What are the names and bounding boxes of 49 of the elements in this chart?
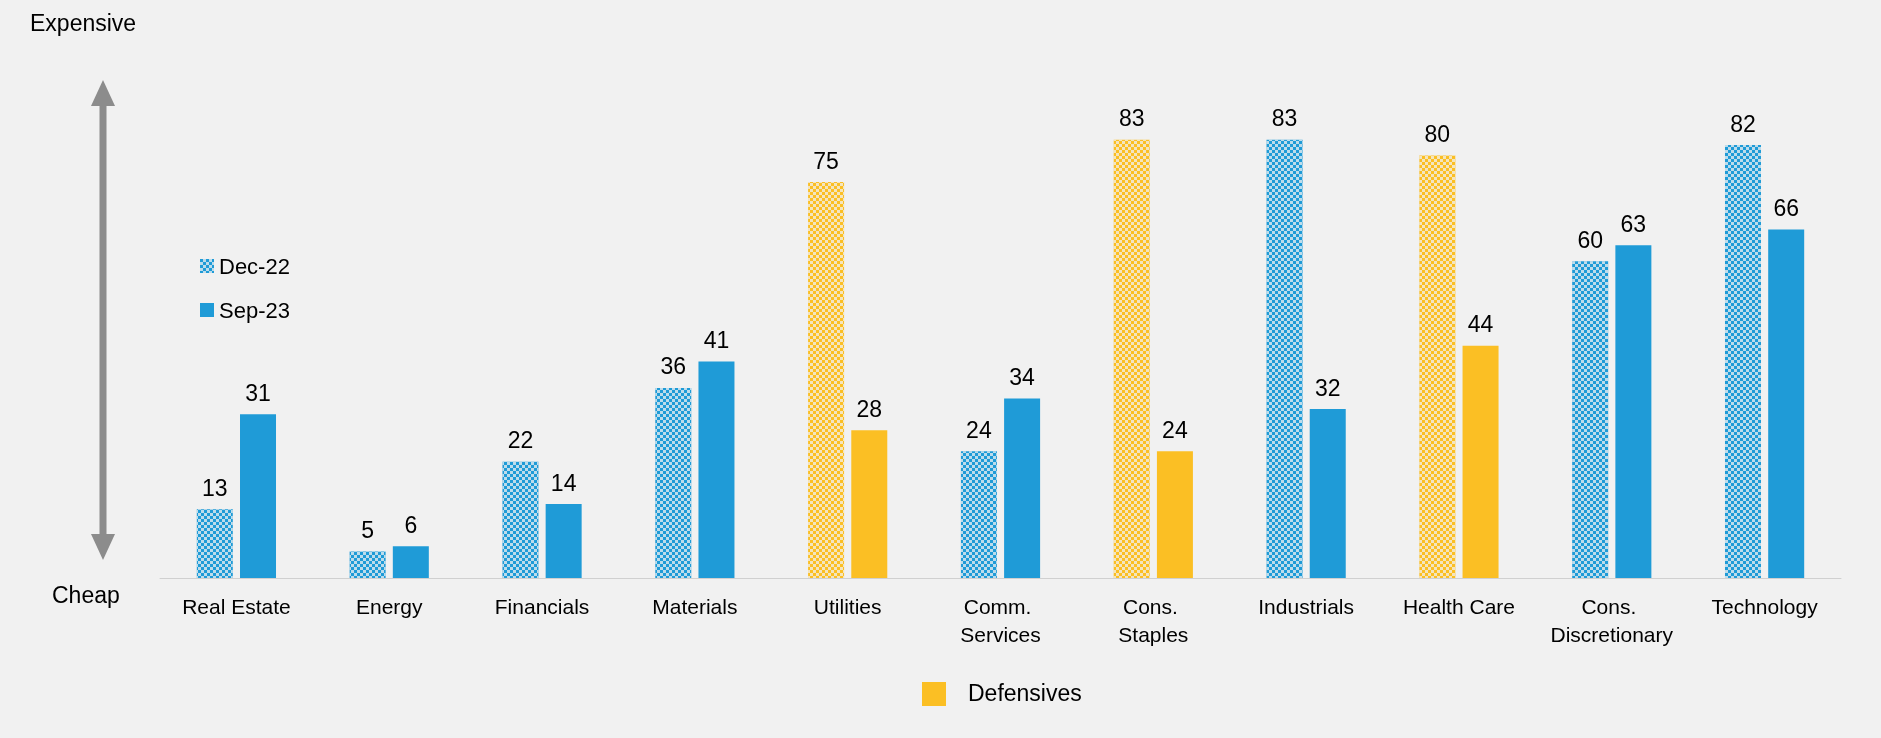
x-tick-label: Technology (1711, 594, 1819, 618)
data-label: 6 (404, 511, 418, 538)
x-tick-label: Comm. Services (960, 594, 1041, 646)
text: Defensives (968, 680, 1082, 707)
data-label: 75 (813, 147, 839, 174)
data-label: 83 (1118, 105, 1145, 132)
bar (1768, 229, 1805, 578)
x-tick-label: Utilities (813, 594, 882, 618)
x-tick-label: Energy (355, 594, 423, 618)
data-label: 5 (361, 517, 375, 544)
data-label: 14 (550, 469, 577, 496)
x-tick-label: Real Estate (182, 594, 291, 618)
data-label: 24 (1162, 416, 1188, 443)
data-label: 36 (660, 353, 687, 380)
bar (1309, 409, 1346, 578)
text: Cheap (52, 582, 120, 609)
data-label: 60 (1577, 226, 1603, 253)
bar (545, 504, 582, 578)
data-label: 31 (245, 379, 271, 406)
bar (1004, 398, 1041, 578)
x-tick-label: Cons. Staples (1118, 594, 1189, 646)
data-label: 32 (1314, 374, 1341, 401)
x-tick-label: Industrials (1258, 594, 1354, 618)
bar (1462, 345, 1499, 578)
data-label: 66 (1773, 195, 1799, 222)
x-tick-label: Cons. Discretionary (1550, 594, 1674, 646)
data-label: 24 (966, 416, 992, 443)
legend-label: Sep-23 (219, 297, 290, 323)
bar (392, 546, 429, 578)
x-tick-label: Materials (652, 594, 738, 618)
data-label: 44 (1467, 311, 1494, 338)
bar (851, 430, 888, 578)
legend-label: Dec-22 (219, 253, 290, 279)
data-label: 82 (1730, 110, 1756, 137)
data-label: 34 (1009, 363, 1036, 390)
text: Expensive (30, 10, 137, 37)
bar (1156, 451, 1193, 578)
bar (698, 361, 735, 578)
x-tick-label: Financials (494, 594, 590, 618)
data-label: 83 (1271, 105, 1298, 132)
bar (240, 414, 277, 578)
data-label: 41 (703, 327, 730, 354)
data-label: 63 (1620, 210, 1647, 237)
data-label: 28 (856, 395, 883, 422)
bar (1615, 245, 1652, 578)
data-label: 80 (1424, 121, 1451, 148)
data-label: 13 (202, 474, 228, 501)
data-label: 22 (507, 427, 534, 454)
x-tick-label: Health Care (1402, 594, 1515, 618)
